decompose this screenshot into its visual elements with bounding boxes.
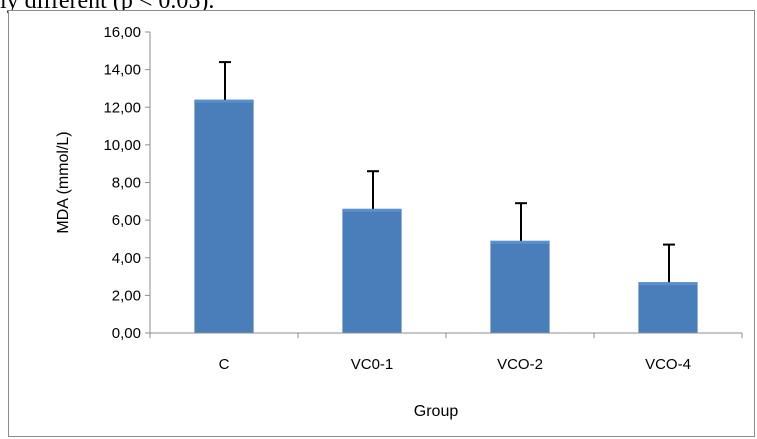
- bar-top-edge: [194, 99, 254, 103]
- y-axis: 0,00 2,00 4,00 6,00 8,00 10,00 12,00 14,00 16,00: [103, 24, 151, 342]
- bar: [490, 240, 550, 333]
- x-axis: C VC0-1 VCO-2 VCO-4: [149, 332, 743, 373]
- y-tick-label: 6,00: [112, 212, 141, 229]
- y-tick-label: 14,00: [103, 62, 141, 79]
- y-tick-label: 8,00: [112, 175, 141, 192]
- y-tick-label: 16,00: [103, 24, 141, 41]
- x-tick-label: VCO-2: [497, 356, 543, 373]
- x-axis-title: Group: [414, 403, 459, 420]
- y-axis-title: MDA (mmol/L): [55, 131, 72, 233]
- x-tick-label: VC0-1: [351, 356, 394, 373]
- y-tick-label: 2,00: [112, 287, 141, 304]
- bar-top-edge: [638, 282, 698, 286]
- x-tick-label: C: [219, 356, 230, 373]
- x-tick-label: VCO-4: [645, 356, 691, 373]
- bars: [194, 99, 698, 333]
- bar-top-edge: [490, 240, 550, 244]
- y-tick-label: 4,00: [112, 250, 141, 267]
- bar: [342, 208, 402, 333]
- y-tick-label: 10,00: [103, 137, 141, 154]
- y-tick-label: 0,00: [112, 325, 141, 342]
- bar: [638, 282, 698, 333]
- y-tick-label: 12,00: [103, 99, 141, 116]
- error-bars: [219, 61, 675, 283]
- bar-top-edge: [342, 208, 402, 212]
- bar: [194, 99, 254, 333]
